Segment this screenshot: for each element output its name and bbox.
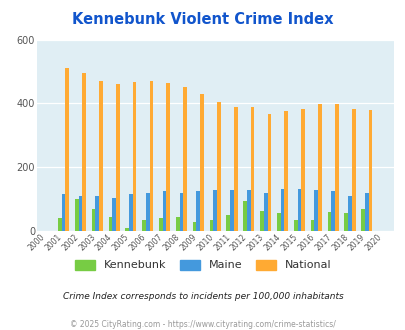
Bar bbox=[162, 191, 166, 231]
Bar bbox=[330, 191, 334, 231]
Bar bbox=[116, 84, 119, 231]
Bar bbox=[297, 189, 301, 231]
Bar bbox=[213, 190, 217, 231]
Bar bbox=[364, 193, 368, 231]
Bar bbox=[217, 102, 220, 231]
Bar bbox=[95, 196, 99, 231]
Bar bbox=[166, 82, 170, 231]
Bar bbox=[343, 214, 347, 231]
Bar bbox=[75, 199, 78, 231]
Legend: Kennebunk, Maine, National: Kennebunk, Maine, National bbox=[71, 256, 334, 274]
Bar bbox=[260, 211, 263, 231]
Bar bbox=[132, 82, 136, 231]
Bar bbox=[293, 220, 297, 231]
Bar bbox=[263, 193, 267, 231]
Bar bbox=[192, 222, 196, 231]
Text: © 2025 CityRating.com - https://www.cityrating.com/crime-statistics/: © 2025 CityRating.com - https://www.city… bbox=[70, 320, 335, 329]
Bar bbox=[179, 193, 183, 231]
Bar bbox=[280, 189, 284, 231]
Text: Kennebunk Violent Crime Index: Kennebunk Violent Crime Index bbox=[72, 12, 333, 26]
Bar bbox=[125, 228, 129, 231]
Bar bbox=[112, 197, 116, 231]
Bar bbox=[129, 194, 132, 231]
Bar bbox=[82, 73, 86, 231]
Bar bbox=[196, 191, 200, 231]
Bar bbox=[58, 218, 62, 231]
Bar bbox=[78, 196, 82, 231]
Bar bbox=[183, 87, 187, 231]
Text: Crime Index corresponds to incidents per 100,000 inhabitants: Crime Index corresponds to incidents per… bbox=[62, 292, 343, 301]
Bar bbox=[313, 190, 318, 231]
Bar bbox=[142, 220, 145, 231]
Bar bbox=[149, 81, 153, 231]
Bar bbox=[318, 104, 321, 231]
Bar bbox=[351, 109, 355, 231]
Bar bbox=[360, 209, 364, 231]
Bar bbox=[209, 220, 213, 231]
Bar bbox=[246, 190, 250, 231]
Bar bbox=[200, 94, 203, 231]
Bar bbox=[65, 68, 69, 231]
Bar bbox=[145, 193, 149, 231]
Bar bbox=[310, 220, 313, 231]
Bar bbox=[276, 214, 280, 231]
Bar bbox=[108, 216, 112, 231]
Bar bbox=[267, 114, 271, 231]
Bar bbox=[368, 110, 371, 231]
Bar bbox=[92, 209, 95, 231]
Bar bbox=[230, 190, 233, 231]
Bar bbox=[284, 112, 288, 231]
Bar bbox=[327, 212, 330, 231]
Bar bbox=[301, 109, 304, 231]
Bar bbox=[334, 104, 338, 231]
Bar bbox=[250, 107, 254, 231]
Bar bbox=[233, 107, 237, 231]
Bar bbox=[175, 216, 179, 231]
Bar bbox=[226, 215, 230, 231]
Bar bbox=[99, 81, 102, 231]
Bar bbox=[62, 194, 65, 231]
Bar bbox=[243, 201, 246, 231]
Bar bbox=[347, 196, 351, 231]
Bar bbox=[159, 218, 162, 231]
